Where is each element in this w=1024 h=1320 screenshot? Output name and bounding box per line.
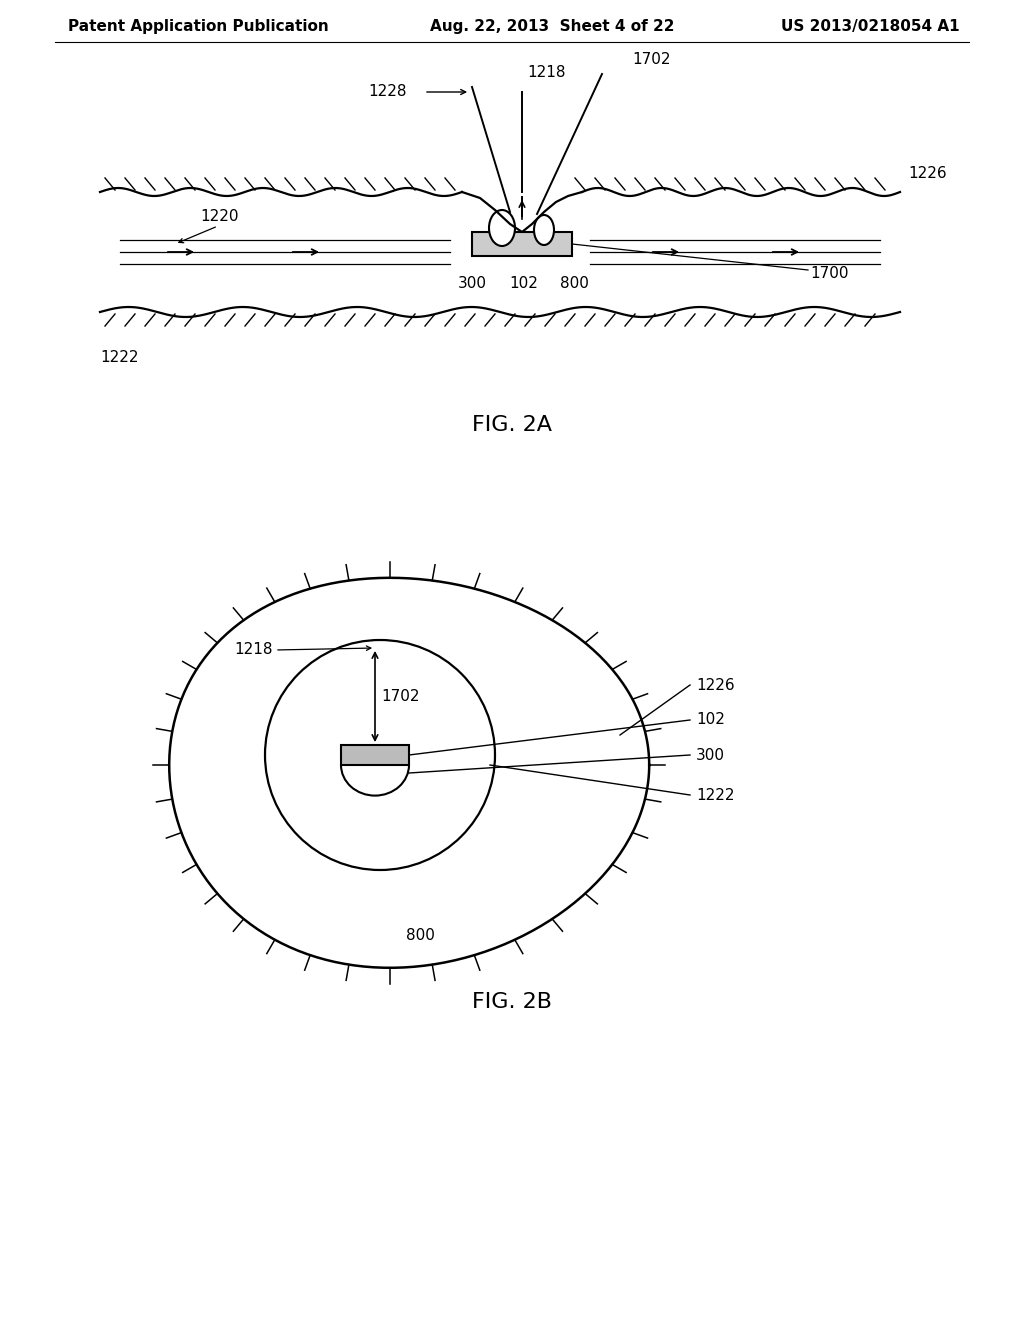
Text: 1226: 1226: [696, 677, 734, 693]
Ellipse shape: [489, 210, 515, 246]
Text: 1218: 1218: [234, 643, 273, 657]
Text: 1226: 1226: [908, 166, 946, 181]
Bar: [341, 744, 409, 766]
Text: 1222: 1222: [696, 788, 734, 803]
Text: 1702: 1702: [632, 53, 671, 67]
Text: US 2013/0218054 A1: US 2013/0218054 A1: [781, 20, 961, 34]
Text: Patent Application Publication: Patent Application Publication: [68, 20, 329, 34]
Text: 300: 300: [458, 276, 486, 292]
Text: 300: 300: [696, 747, 725, 763]
Text: 1228: 1228: [369, 84, 407, 99]
Text: 102: 102: [510, 276, 539, 292]
Text: Aug. 22, 2013  Sheet 4 of 22: Aug. 22, 2013 Sheet 4 of 22: [430, 20, 675, 34]
Text: 1700: 1700: [810, 267, 849, 281]
Text: 102: 102: [696, 713, 725, 727]
Text: FIG. 2A: FIG. 2A: [472, 414, 552, 436]
Text: 1222: 1222: [100, 350, 138, 364]
Ellipse shape: [534, 215, 554, 246]
Text: 1702: 1702: [381, 689, 420, 704]
Bar: [472, 232, 572, 256]
Text: 800: 800: [406, 928, 434, 942]
Text: 800: 800: [559, 276, 589, 292]
Text: FIG. 2B: FIG. 2B: [472, 993, 552, 1012]
Text: 1218: 1218: [527, 65, 565, 81]
Text: 1220: 1220: [201, 209, 240, 224]
